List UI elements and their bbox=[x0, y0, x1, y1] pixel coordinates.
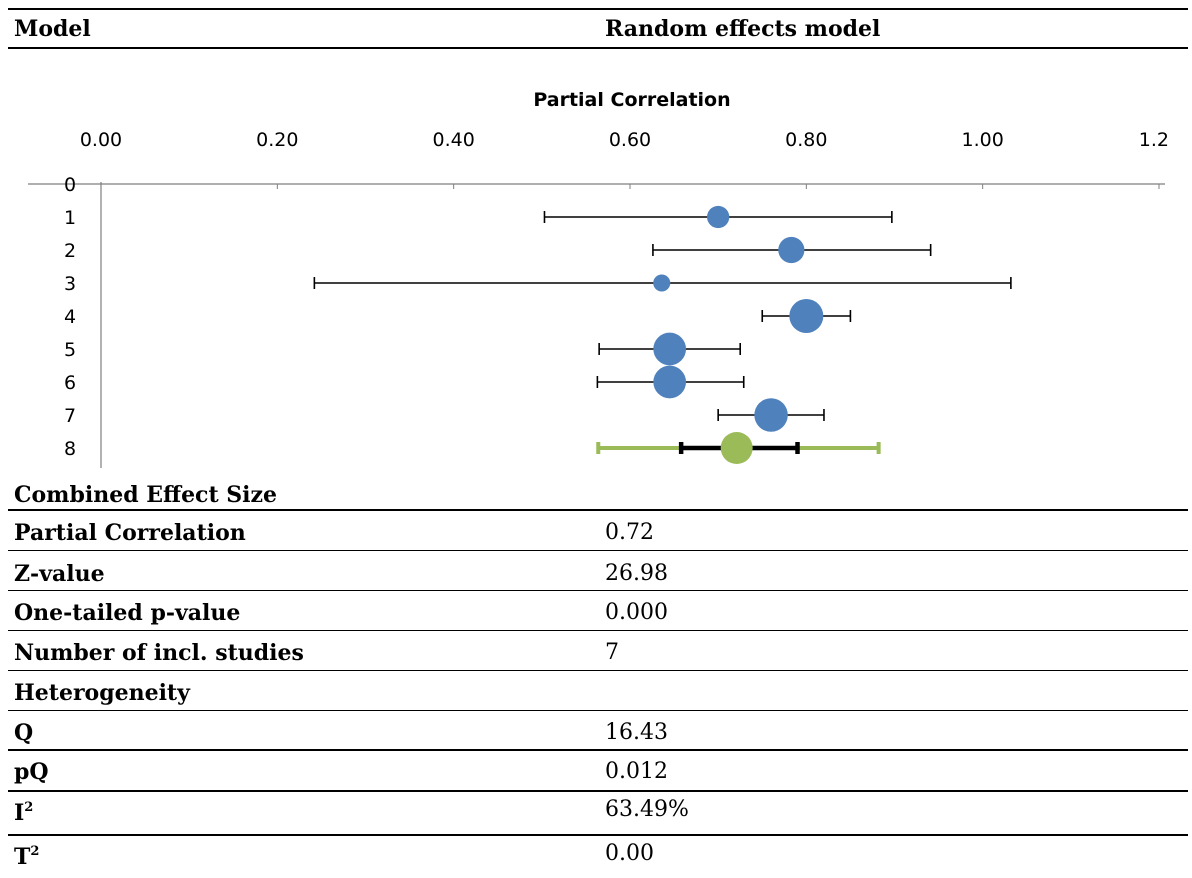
x-tick-label: 0.40 bbox=[433, 129, 475, 151]
x-tick-label: 1.00 bbox=[962, 129, 1004, 151]
x-tick-label: 1.2 bbox=[1139, 129, 1169, 151]
table-rule bbox=[8, 550, 1188, 551]
table-rule bbox=[8, 509, 1188, 511]
table-rule bbox=[8, 749, 1188, 751]
table-rule bbox=[8, 670, 1188, 671]
table-rule bbox=[8, 630, 1188, 631]
combined-effect-heading: Combined Effect Size bbox=[14, 482, 278, 508]
y-tick-label: 7 bbox=[64, 405, 76, 427]
model-value: Random effects model bbox=[605, 16, 881, 42]
y-tick-label: 3 bbox=[64, 273, 76, 295]
table-rule bbox=[8, 834, 1188, 836]
row-label-partial-correlation: Partial Correlation bbox=[14, 520, 246, 546]
x-tick-label: 0.80 bbox=[785, 129, 827, 151]
top-rule bbox=[8, 8, 1188, 10]
study-point bbox=[789, 299, 824, 333]
row-label-p-value: One-tailed p-value bbox=[14, 600, 241, 626]
forest-plot: Partial Correlation 0.00 0.20 0.40 0.60 0.80 1… bbox=[28, 89, 1169, 468]
row-value-num-studies: 7 bbox=[605, 640, 619, 665]
x-tick-label: 0.20 bbox=[256, 129, 298, 151]
row-value-t2: 0.00 bbox=[605, 841, 654, 866]
row-value-partial-correlation: 0.72 bbox=[605, 520, 654, 545]
study-point bbox=[653, 332, 687, 366]
y-tick-label: 4 bbox=[64, 306, 76, 328]
y-tick-label: 8 bbox=[64, 438, 76, 460]
y-tick-label: 2 bbox=[64, 240, 76, 262]
row-label-pq: pQ bbox=[14, 759, 49, 785]
row-label-num-studies: Number of incl. studies bbox=[14, 640, 304, 666]
table-rule bbox=[8, 710, 1188, 711]
x-tick-label: 0.00 bbox=[80, 129, 122, 151]
model-label: Model bbox=[14, 16, 91, 42]
study-point bbox=[778, 236, 805, 264]
row-label-t2: T2 bbox=[14, 844, 40, 870]
row-label-q: Q bbox=[14, 720, 34, 746]
row-value-z-value: 26.98 bbox=[605, 561, 668, 586]
row-value-q: 16.43 bbox=[605, 720, 668, 745]
y-tick-label: 5 bbox=[64, 339, 76, 361]
y-tick-label: 0 bbox=[64, 174, 76, 196]
x-tick-label: 0.60 bbox=[609, 129, 651, 151]
study-point bbox=[707, 205, 730, 229]
study-point bbox=[653, 365, 687, 399]
row-label-z-value: Z-value bbox=[14, 561, 105, 587]
study-point bbox=[653, 274, 671, 292]
x-axis-title: Partial Correlation bbox=[533, 89, 730, 111]
row-label-i2: I2 bbox=[14, 800, 34, 826]
heterogeneity-heading: Heterogeneity bbox=[14, 680, 190, 706]
y-tick-label: 6 bbox=[64, 372, 76, 394]
study-point bbox=[754, 398, 788, 432]
row-value-p-value: 0.000 bbox=[605, 600, 668, 625]
row-value-pq: 0.012 bbox=[605, 759, 668, 784]
row-value-i2: 63.49% bbox=[605, 797, 689, 822]
header-bottom-rule bbox=[8, 47, 1188, 49]
y-tick-label: 1 bbox=[64, 207, 76, 229]
combined-point bbox=[720, 432, 753, 464]
table-rule bbox=[8, 590, 1188, 591]
table-rule bbox=[8, 790, 1188, 792]
